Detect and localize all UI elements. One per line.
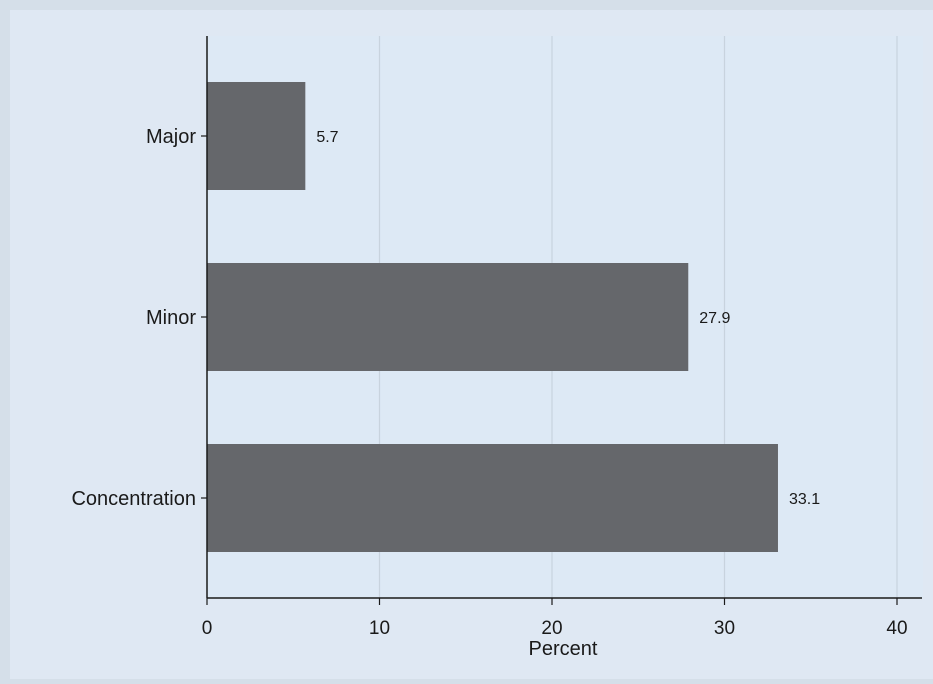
x-tick-label-20: 20 xyxy=(541,618,562,639)
x-tick-label-0: 0 xyxy=(202,618,213,639)
labels: Major 5.7 Minor 27.9 Concentration 33.1 0 10 20 3… xyxy=(71,126,907,639)
category-label-concentration: Concentration xyxy=(71,488,196,510)
value-label-minor: 27.9 xyxy=(699,310,730,327)
x-axis-title: Percent xyxy=(529,638,598,660)
bar-major xyxy=(207,82,306,190)
value-label-major: 5.7 xyxy=(316,129,338,146)
x-tick-label-40: 40 xyxy=(886,618,907,639)
category-label-major: Major xyxy=(146,126,196,148)
category-label-minor: Minor xyxy=(146,307,196,329)
bar-concentration xyxy=(207,444,778,552)
x-tick-label-10: 10 xyxy=(369,618,390,639)
bars xyxy=(207,82,778,552)
value-label-concentration: 33.1 xyxy=(789,491,820,508)
axes xyxy=(201,36,922,605)
x-tick-label-30: 30 xyxy=(714,618,735,639)
bar-minor xyxy=(207,263,689,371)
